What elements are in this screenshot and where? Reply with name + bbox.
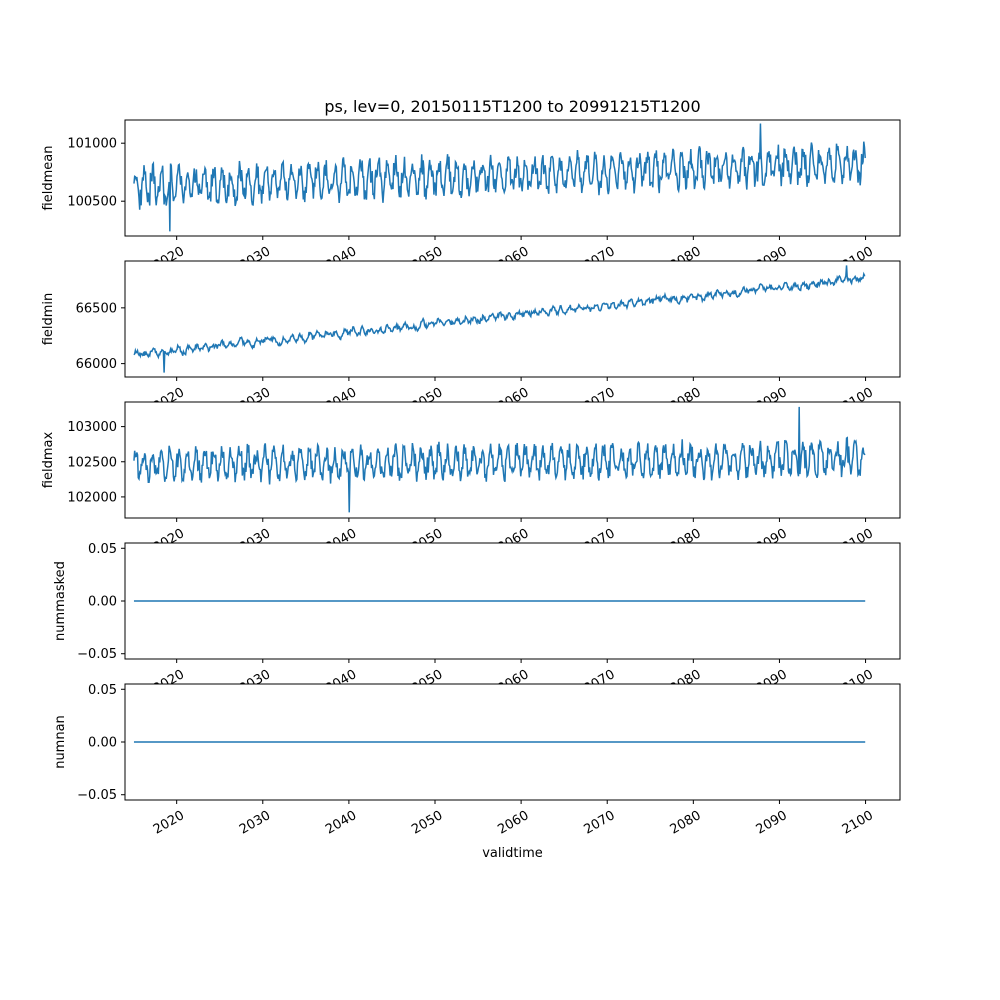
y-tick-label: 0.00	[88, 595, 117, 610]
x-tick-label: 2100	[840, 808, 876, 838]
y-tick-label: 103000	[67, 420, 117, 435]
y-tick-label: −0.05	[77, 647, 117, 662]
x-tick-label: 2060	[495, 808, 531, 838]
y-axis-label-numnan: numnan	[53, 715, 68, 769]
y-tick-label: 101000	[67, 137, 117, 152]
y-tick-label: 102500	[67, 455, 117, 470]
x-tick-label: 2080	[668, 808, 704, 838]
y-tick-label: 0.05	[88, 542, 117, 557]
series-line-fieldmean	[133, 123, 866, 232]
y-tick-label: 66500	[76, 301, 117, 316]
x-tick-label: 2030	[237, 808, 273, 838]
y-tick-label: 66000	[76, 357, 117, 372]
figure-title: ps, lev=0, 20150115T1200 to 20991215T120…	[324, 97, 700, 116]
series-line-fieldmin	[133, 265, 866, 373]
y-tick-label: 102000	[67, 490, 117, 505]
y-axis-label-fieldmin: fieldmin	[41, 293, 56, 346]
subplot-stack: 100500 101000 2020 2030 2040 2050 2060 2070 2080…	[41, 119, 901, 838]
axes-frame-fieldmean	[124, 119, 901, 237]
y-axis-label-fieldmax: fieldmax	[41, 432, 56, 489]
x-axis-label: validtime	[482, 846, 543, 861]
axes-frame-fieldmax	[124, 401, 901, 519]
y-tick-label: 0.00	[88, 736, 117, 751]
x-tick-label: 2090	[754, 808, 790, 838]
series-line-fieldmax	[133, 406, 866, 513]
y-tick-label: 100500	[67, 195, 117, 210]
x-tick-label: 2050	[409, 808, 445, 838]
y-axis-label-nummasked: nummasked	[53, 561, 68, 641]
y-tick-label: 0.05	[88, 683, 117, 698]
y-tick-label: −0.05	[77, 788, 117, 803]
subplot-numnan: −0.05 0.00 0.05 2020 2030 2040 2050 2060 2070 208…	[53, 683, 901, 838]
x-tick-label: 2040	[323, 808, 359, 838]
x-tick-label: 2070	[581, 808, 617, 838]
y-axis-label-fieldmean: fieldmean	[41, 146, 56, 211]
x-tick-label: 2020	[151, 808, 187, 838]
axes-frame-fieldmin	[124, 260, 901, 378]
